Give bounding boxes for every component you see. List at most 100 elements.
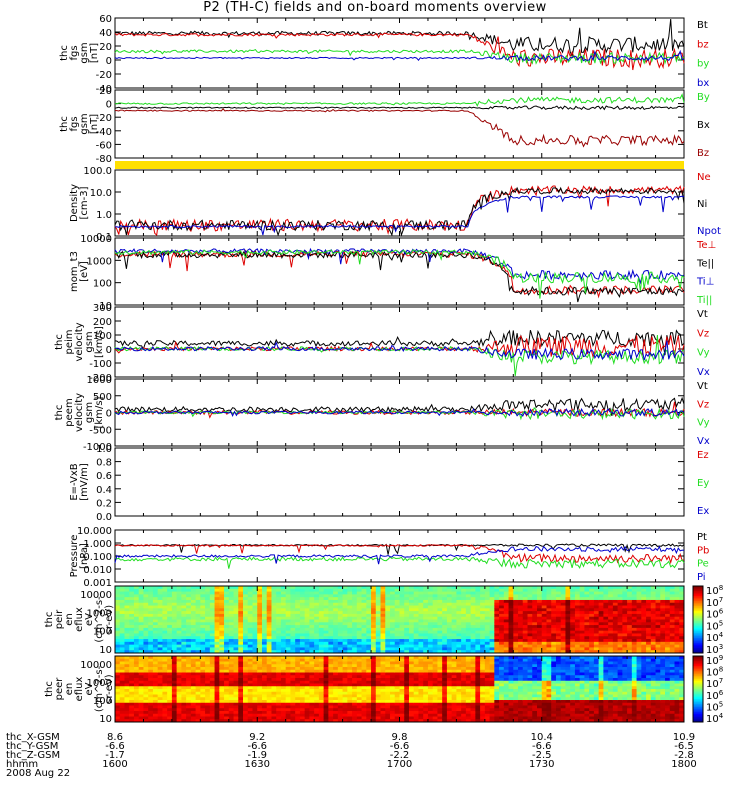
fgs-gsm-1-legend-Bt: Bt	[697, 20, 708, 31]
xaxis-row-value: -6.6	[390, 741, 410, 752]
peem-velocity-ylabel-line: [km/s]	[94, 396, 105, 428]
peim-velocity-legend-Vy: Vy	[697, 348, 710, 359]
efield-frame	[114, 447, 685, 517]
fgs-gsm-1-legend-by: by	[697, 59, 709, 70]
fgs-gsm-2-ylabel-line: thc	[59, 116, 70, 132]
xaxis-row-value: 1730	[529, 759, 554, 770]
fgs-gsm-2-ylabel: thc fgs gsm [nT]	[59, 113, 100, 134]
peir-spec-heatmap	[115, 586, 685, 654]
temperature-legend-Ti⊥: Ti⊥	[696, 277, 714, 288]
fgs-gsm-2-series-Bz	[114, 108, 685, 148]
xaxis-row-value: -2.8	[674, 750, 694, 761]
efield-legend-Ey: Ey	[697, 478, 709, 489]
fgs-gsm-1-series-bx	[114, 49, 685, 62]
pressure-ytick-label: 0.010	[83, 565, 112, 576]
peem-velocity-ytick-label: 0	[106, 409, 112, 420]
xaxis-row-value: -1.9	[247, 750, 267, 761]
efield-legend-Ez: Ez	[697, 450, 709, 461]
fgs-gsm-1-ytick-label: 0	[106, 56, 112, 67]
peim-velocity-series-Vt	[114, 329, 685, 356]
pressure-ytick-label: 1.000	[83, 539, 112, 550]
peer-spec-ylabel-line: sr-eV)	[104, 674, 115, 703]
peir-spec-ylabel-line: en	[64, 613, 75, 626]
fgs-gsm-1-ylabel-line: thc	[59, 45, 70, 61]
peir-spec-ytick-label: 10000	[80, 590, 112, 601]
xaxis-row-value: -6.6	[532, 741, 552, 752]
density-ylabel-line: [cm-3]	[79, 186, 90, 219]
temperature-ytick-label: 10000	[80, 234, 112, 245]
peim-velocity-frame	[114, 306, 685, 378]
peim-velocity-ytick-label: 100	[93, 331, 112, 342]
xaxis-row-value: -2.2	[390, 750, 410, 761]
efield-ylabel-line: E=-VxB	[69, 463, 80, 500]
peer-spec-colorbar	[693, 656, 703, 723]
temperature-ytick-label: 1000	[87, 256, 112, 267]
peer-spec-ytick-label: 100	[93, 696, 112, 707]
xaxis-row-label: thc_Z-GSM	[6, 750, 60, 761]
chart-title: P2 (TH-C) fields and on-board moments ov…	[203, 0, 547, 15]
pressure-legend-Pt: Pt	[697, 532, 707, 543]
xaxis-row-label: hhmm	[6, 759, 38, 770]
density-legend-Ni: Ni	[697, 199, 707, 210]
pressure-ylabel: Pressure [nPa]	[69, 535, 90, 578]
peim-velocity-legend-Vx: Vx	[697, 367, 710, 378]
fgs-gsm-1-legend-bx: bx	[697, 78, 709, 89]
temperature-series-Ti||	[114, 249, 685, 299]
density-ytick-label: 0.1	[96, 232, 112, 243]
efield-ytick-label: 0.8	[96, 458, 112, 469]
peer-spec-ylabel-line: (cm^2-s-	[94, 665, 105, 712]
fgs-gsm-1-ylabel-line: [nT]	[89, 43, 100, 63]
peer-spec-ylabel-line: peer	[54, 677, 65, 701]
pressure-ylabel-line: Pressure	[69, 535, 80, 578]
peer-spec-colorbar-frame	[692, 655, 704, 723]
peem-velocity-ytick-label: -1000	[83, 442, 112, 453]
xaxis-row-value: -1.7	[105, 750, 125, 761]
peir-spec-colorbar	[693, 586, 703, 654]
xaxis-row-value: -2.5	[532, 750, 552, 761]
peem-velocity-ylabel-line: gsm	[84, 402, 95, 423]
density-legend-Ne: Ne	[697, 172, 711, 183]
fgs-gsm-2-ytick-label: 0	[106, 100, 112, 111]
peir-spec-ytick-label: 1000	[87, 608, 112, 619]
xaxis-date: 2008 Aug 22	[6, 768, 70, 779]
peem-velocity-ylabel: thc peem velocity gsm [km/s]	[54, 393, 105, 432]
pressure-ytick-label: 10.000	[77, 526, 112, 537]
fgs-gsm-1-ytick-label: -40	[96, 84, 112, 95]
pressure-legend-Pi: Pi	[697, 572, 706, 583]
peir-spec-ytick-label: 10	[99, 645, 112, 656]
peim-velocity-ylabel-line: [km/s]	[94, 326, 105, 358]
peim-velocity-ytick-label: 0	[106, 345, 112, 356]
xaxis-row-label: thc_Y-GSM	[6, 741, 58, 752]
peem-velocity-ylabel-line: thc	[54, 405, 65, 421]
peim-velocity-ylabel-line: thc	[54, 334, 65, 350]
xaxis-row-label: thc_X-GSM	[6, 732, 60, 743]
peer-spec-ylabel-line: thc	[44, 681, 55, 697]
peer-spec-ylabel-line: eflux	[74, 677, 85, 702]
density-series-Ni	[114, 186, 685, 237]
temperature-ylabel: mom_t3 [eV]	[69, 251, 90, 292]
fgs-gsm-2-ylabel-line: [nT]	[89, 114, 100, 134]
data-availability-bar	[115, 161, 684, 169]
fgs-gsm-2-ylabel-line: fgs	[69, 116, 80, 131]
temperature-ylabel-line: [eV]	[79, 261, 90, 282]
peer-spec-ytick-label: 1000	[87, 678, 112, 689]
fgs-gsm-1-ylabel-line: fgs	[69, 45, 80, 60]
peir-spec-ylabel-line: sr-eV)	[104, 605, 115, 634]
peem-velocity-legend-Vx: Vx	[697, 436, 710, 447]
pressure-series-Pb	[114, 544, 685, 565]
density-ytick-label: 10.0	[90, 188, 112, 199]
peir-spec-ylabel-line: peir	[54, 609, 65, 629]
peim-velocity-ylabel-line: gsm	[84, 331, 95, 352]
pressure-ytick-label: 0.100	[83, 552, 112, 563]
peim-velocity-ytick-label: -200	[89, 373, 112, 384]
peim-velocity-ytick-label: 300	[93, 303, 112, 314]
pressure-legend-Pb: Pb	[697, 545, 709, 556]
peir-spec-ylabel: thc peir en eflux eV (cm^2-s-sr-eV)	[44, 596, 115, 643]
efield-ylabel: E=-VxB [mV/m]	[69, 463, 90, 501]
efield-ytick-label: 0.0	[96, 512, 112, 523]
pressure-ylabel-line: [nPa]	[79, 543, 90, 569]
temperature-ylabel-line: mom_t3	[69, 251, 80, 292]
peim-velocity-ylabel: thc peim velocity gsm [km/s]	[54, 322, 105, 361]
fgs-gsm-1-ytick-label: -20	[96, 70, 112, 81]
